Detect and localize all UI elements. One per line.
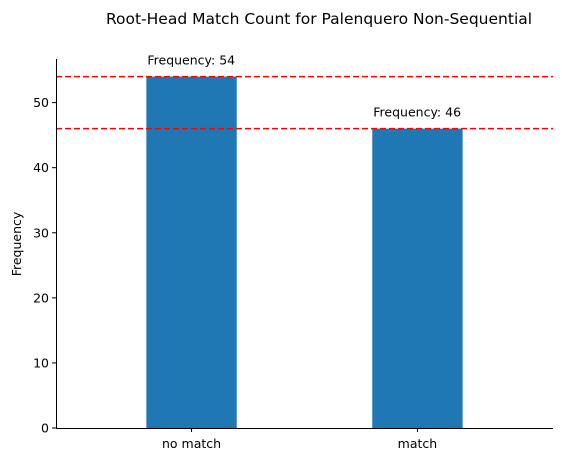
y-axis-label: Frequency: [9, 211, 24, 276]
reference-lines-layer: [56, 75, 553, 130]
data-label: Frequency: 46: [373, 105, 461, 120]
y-tick-label: 10: [33, 355, 49, 370]
bars-layer: [146, 76, 463, 429]
bar-match: [372, 128, 463, 428]
bar-no-match: [146, 76, 237, 429]
data-label: Frequency: 54: [147, 53, 235, 68]
y-tick-label: 20: [33, 290, 49, 305]
y-tick-label: 0: [41, 421, 49, 436]
x-tick-label: no match: [162, 436, 221, 451]
y-axis-ticks: 0 10 20 30 40 50: [33, 95, 56, 436]
y-tick-label: 30: [33, 225, 49, 240]
x-axis-ticks: no match match: [162, 428, 437, 451]
x-tick-label: match: [398, 436, 438, 451]
data-labels-layer: Frequency: 54 Frequency: 46: [147, 53, 461, 120]
y-tick-label: 50: [33, 95, 49, 110]
y-tick-label: 40: [33, 160, 49, 175]
chart-title: Root-Head Match Count for Palenquero Non…: [106, 10, 532, 28]
